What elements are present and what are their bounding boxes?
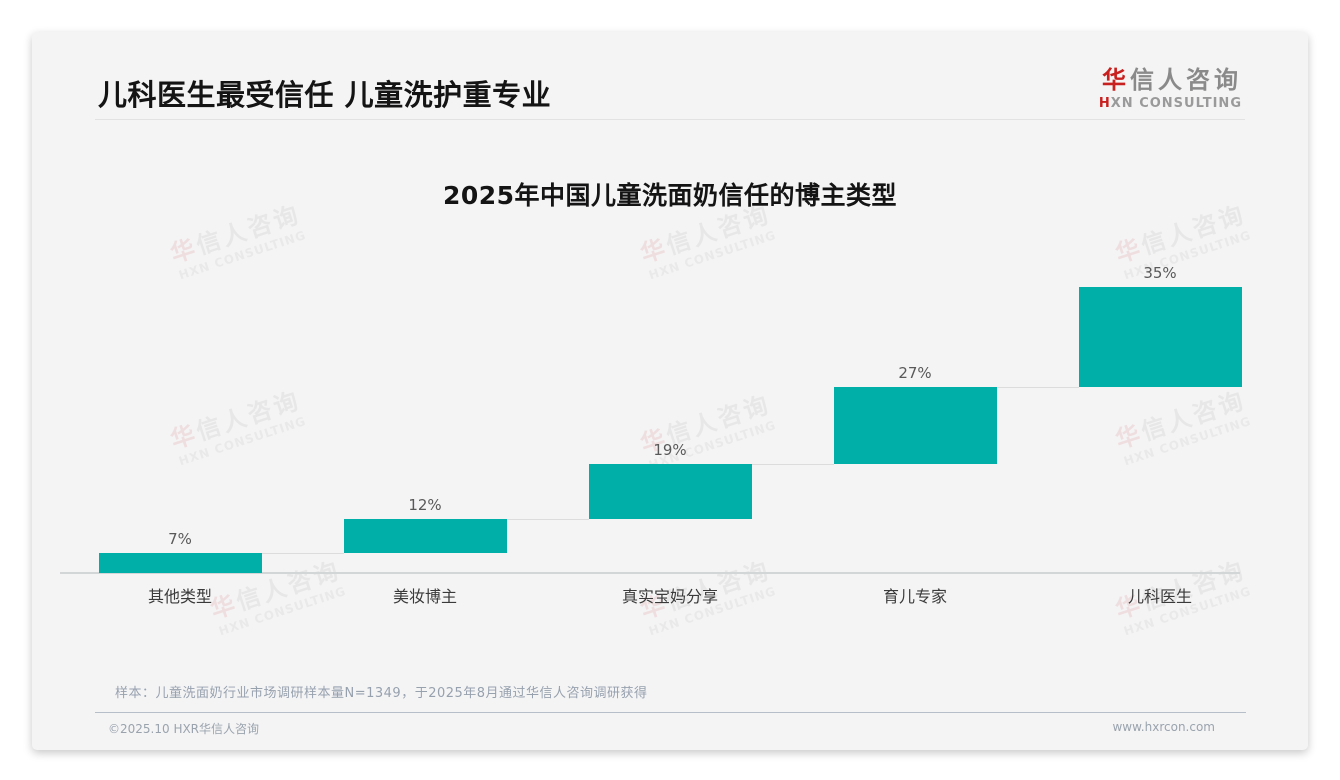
value-label: 27% bbox=[898, 364, 932, 383]
website-url: www.hxrcon.com bbox=[1112, 720, 1215, 734]
value-label: 12% bbox=[408, 495, 442, 514]
value-label: 7% bbox=[168, 530, 192, 548]
bar-美妆博主 bbox=[343, 518, 507, 553]
stepped-bar-chart: 7% 其他类型 12% 美妆博主 19% 真实宝妈分享 27% 育儿专家 35% 儿科医生 bbox=[32, 32, 1308, 750]
logo-subtitle: HXN CONSULTING bbox=[1099, 96, 1242, 111]
logo-sub-accent: H bbox=[1098, 96, 1111, 111]
copyright-text: ©2025.10 HXR华信人咨询 bbox=[108, 722, 260, 736]
logo-name-accent: 华 bbox=[1102, 66, 1130, 94]
category-label: 美妆博主 bbox=[392, 587, 457, 606]
header-divider bbox=[95, 119, 1245, 120]
category-label: 真实宝妈分享 bbox=[621, 587, 718, 606]
bar-育儿专家 bbox=[833, 387, 997, 465]
category-label: 育儿专家 bbox=[882, 587, 947, 606]
footer-divider bbox=[95, 712, 1246, 713]
page-title: 儿科医生最受信任 儿童洗护重专业 bbox=[98, 78, 552, 112]
bar-其他类型 bbox=[98, 553, 262, 573]
category-label: 其他类型 bbox=[147, 587, 212, 606]
step-connector-line bbox=[751, 464, 834, 465]
bar-真实宝妈分享 bbox=[588, 464, 752, 519]
step-connector-line bbox=[261, 553, 344, 554]
step-connector-line bbox=[506, 519, 589, 520]
category-label: 儿科医生 bbox=[1127, 587, 1192, 606]
report-card: 华信人咨询 HXN CONSULTING 华信人咨询 HXN CONSULTING 华信… bbox=[32, 32, 1308, 750]
chart-title: 2025年中国儿童洗面奶信任的博主类型 bbox=[442, 181, 898, 210]
company-logo: 华信人咨询 HXN CONSULTING bbox=[1099, 60, 1242, 111]
bar-儿科医生 bbox=[1078, 287, 1242, 388]
sample-note: 样本：儿童洗面奶行业市场调研样本量N=1349，于2025年8月通过华信人咨询调… bbox=[115, 686, 648, 701]
x-axis-line bbox=[60, 572, 1240, 574]
value-label: 35% bbox=[1143, 264, 1177, 283]
logo-sub-rest: XN CONSULTING bbox=[1110, 96, 1242, 111]
step-connector-line bbox=[996, 387, 1079, 388]
logo-name-rest: 信人咨询 bbox=[1130, 66, 1242, 94]
value-label: 19% bbox=[653, 441, 687, 460]
logo-name: 华信人咨询 bbox=[1099, 60, 1242, 95]
